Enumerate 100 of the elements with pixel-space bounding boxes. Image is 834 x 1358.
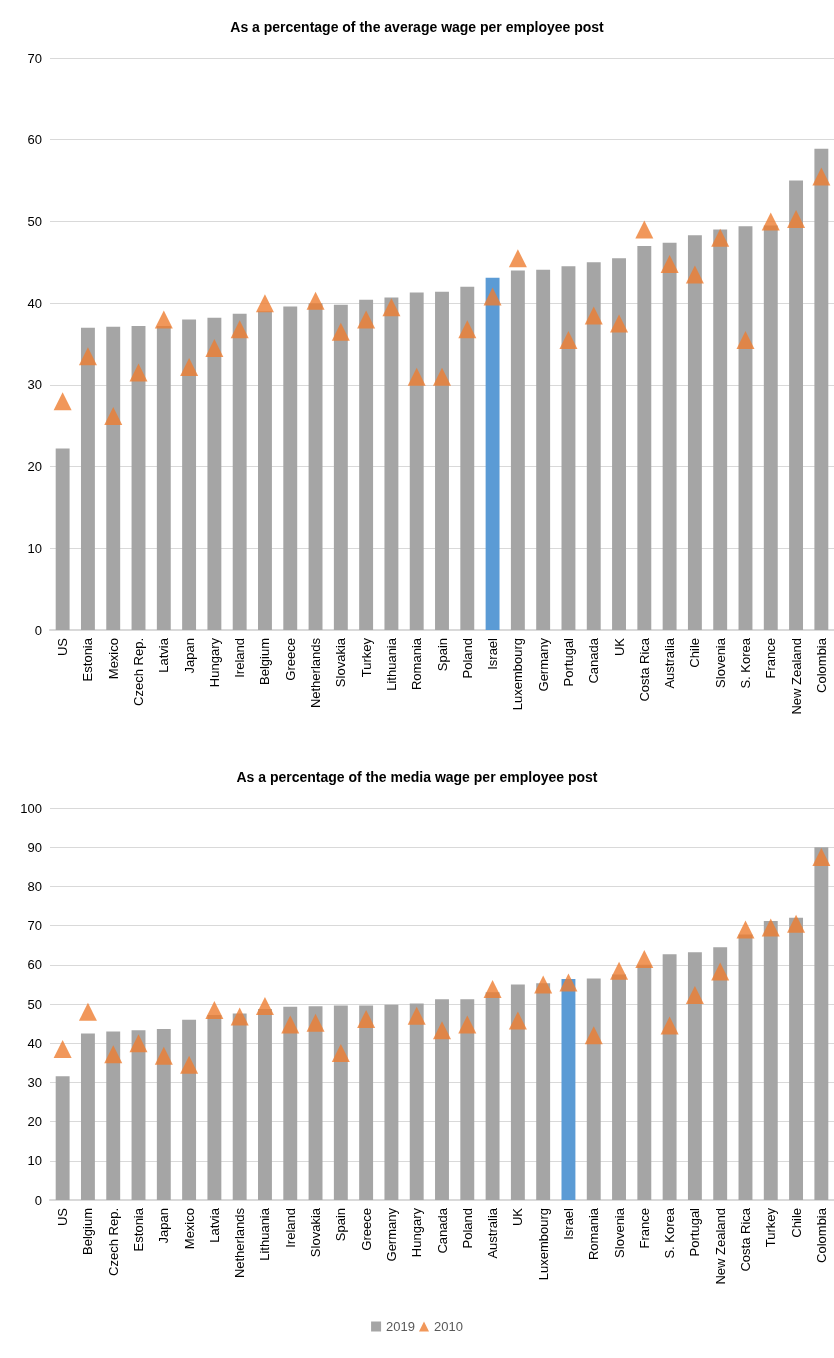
point (483, 980, 502, 999)
bar (55, 448, 70, 630)
bar (789, 180, 804, 630)
point (104, 1045, 123, 1064)
bar (359, 1005, 374, 1200)
x-tick-label: Estonia (80, 637, 96, 682)
point (508, 249, 527, 268)
point (635, 949, 654, 968)
bar (662, 954, 677, 1200)
x-tick-label: Colombia (813, 1207, 829, 1263)
bar (308, 1006, 323, 1200)
bar (814, 148, 829, 630)
point (508, 1011, 527, 1030)
x-tick-label: Costa Rica (636, 637, 652, 702)
point (787, 209, 806, 228)
x-tick-label: Mexico (181, 1208, 197, 1250)
bar (763, 920, 778, 1200)
point (812, 848, 831, 866)
x-tick-label: Poland (459, 1208, 475, 1249)
x-tick-label: S. Korea (737, 637, 753, 689)
x-tick-label: Japan (156, 1208, 172, 1244)
point (382, 298, 401, 317)
point (205, 339, 224, 358)
chart-title: As a percentage of the media wage per employee post (236, 769, 598, 785)
x-tick-label: Czech Rep. (105, 1208, 121, 1276)
bar (232, 1013, 247, 1200)
x-tick-label: Colombia (813, 637, 829, 693)
x-tick-label: UK (611, 637, 627, 657)
point (180, 357, 199, 376)
point (53, 1040, 72, 1059)
x-tick-label: France (763, 638, 779, 679)
bar (713, 947, 728, 1200)
point (559, 330, 578, 349)
x-tick-label: New Zealand (788, 638, 804, 715)
y-tick-label: 10 (27, 1153, 42, 1169)
point (306, 291, 325, 310)
bar (612, 258, 626, 630)
bar (258, 311, 272, 630)
bar (308, 303, 323, 630)
x-tick-label: New Zealand (712, 1208, 728, 1285)
point (433, 1021, 451, 1040)
x-tick-label: Canada (434, 1207, 450, 1254)
point (761, 212, 780, 231)
y-tick-label: 100 (20, 800, 42, 816)
bar (561, 266, 576, 630)
x-tick-label: Luxembourg (510, 638, 526, 711)
y-tick-label: 90 (27, 839, 42, 855)
point (812, 167, 831, 186)
bar (333, 1005, 348, 1200)
bar (106, 1031, 121, 1200)
point (711, 228, 730, 247)
x-tick-label: Greece (282, 638, 298, 681)
bar (409, 292, 424, 630)
x-tick-label: Costa Rica (737, 1207, 753, 1272)
bar (814, 847, 829, 1200)
bar (586, 978, 601, 1200)
point (255, 294, 274, 313)
bar (460, 286, 475, 630)
bar (485, 992, 500, 1200)
bar (435, 999, 449, 1200)
chart-title: As a percentage of the average wage per employee post (230, 19, 605, 35)
point (230, 1007, 249, 1026)
bar (713, 229, 728, 630)
bar (384, 1004, 399, 1200)
y-tick-label: 70 (27, 50, 42, 66)
point (559, 973, 578, 992)
x-tick-label: Germany (383, 1207, 399, 1262)
y-tick-label: 50 (27, 213, 42, 229)
y-tick-label: 20 (27, 459, 42, 475)
point (154, 1046, 173, 1065)
point (685, 985, 704, 1004)
x-tick-label: Lithuania (383, 637, 399, 691)
x-tick-label: Ireland (282, 1208, 298, 1248)
bar (586, 262, 601, 630)
point (458, 320, 477, 339)
bar (182, 319, 197, 630)
point (787, 914, 806, 933)
x-tick-label: Greece (358, 1208, 374, 1251)
bar (232, 313, 247, 630)
bar (156, 326, 171, 630)
legend-label: 2019 (386, 1319, 415, 1334)
bar (333, 304, 348, 630)
y-tick-label: 30 (27, 377, 42, 393)
point (78, 347, 97, 366)
x-tick-label: S. Korea (662, 1207, 678, 1259)
y-tick-label: 80 (27, 878, 42, 894)
x-tick-label: US (55, 1207, 71, 1227)
point (180, 1055, 199, 1074)
x-tick-label: Ireland (232, 638, 248, 678)
point (331, 322, 350, 341)
point (306, 1013, 325, 1032)
point (331, 1044, 350, 1062)
point (129, 363, 148, 382)
point (154, 310, 173, 329)
x-tick-label: Hungary (409, 1207, 425, 1258)
bar (738, 226, 753, 630)
bar (359, 299, 374, 630)
point (483, 287, 502, 306)
point (357, 1009, 376, 1028)
x-tick-label: Czech Rep. (131, 638, 147, 706)
